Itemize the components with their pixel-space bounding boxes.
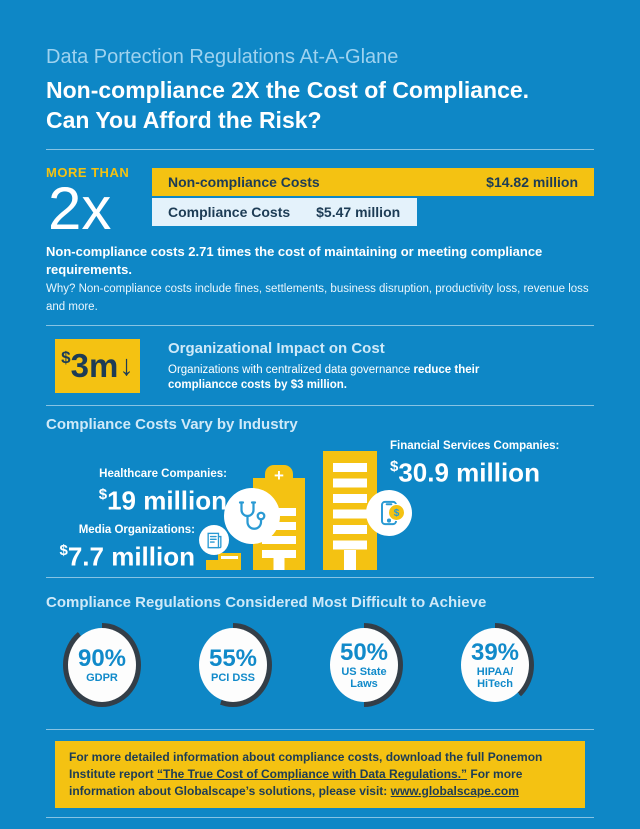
badge-currency: $ <box>61 348 71 367</box>
mobile-payment-icon: $ <box>366 490 412 536</box>
stethoscope-icon <box>224 488 280 544</box>
bar-value: $14.82 million <box>486 174 578 190</box>
pci-dss-ring: 55% PCI DSS <box>194 623 272 707</box>
cta-text: For more detailed information about comp… <box>69 749 571 800</box>
hipaa-hitech-ring: 39% HIPAA/ HiTech <box>456 623 534 707</box>
compliance-cost-bar: Compliance Costs $5.47 million <box>152 198 418 226</box>
title-line-2: Can You Afford the Risk? <box>46 107 322 133</box>
impact-body: Organizations with centralized data gove… <box>168 363 538 393</box>
currency-sign: $ <box>390 458 399 475</box>
impact-text: Organizational Impact on Cost Organizati… <box>168 339 538 393</box>
industry-chart: Healthcare Companies: $19 million Media … <box>0 435 640 577</box>
cost-bars: Non-compliance Costs $14.82 million Comp… <box>152 163 594 238</box>
percentage-value: 39% <box>470 639 520 666</box>
divider <box>46 729 594 730</box>
regulation-label-2: Laws <box>350 678 378 690</box>
building-door <box>344 550 356 570</box>
building-door <box>273 552 285 570</box>
footer: Source: Ponemon Institute and Globalscap… <box>0 818 640 829</box>
more-than-label: MORE THAN <box>46 165 130 180</box>
regulation-label: HIPAA/ <box>476 666 514 678</box>
multiplier-value: 2x <box>48 175 112 242</box>
media-building <box>218 553 241 570</box>
dollar-coin-icon: $ <box>388 504 405 521</box>
divider <box>46 817 594 818</box>
difficulty-heading: Compliance Regulations Considered Most D… <box>46 594 487 611</box>
bar-value: $5.47 million <box>316 204 401 220</box>
noncompliance-cost-bar: Non-compliance Costs $14.82 million <box>152 168 594 196</box>
divider <box>46 577 594 578</box>
percentage-rings: 90% GDPR 55% PCI DSS 50% US State <box>63 623 640 707</box>
healthcare-label: Healthcare Companies: <box>99 468 227 480</box>
amount-value: 30.9 million <box>398 457 540 488</box>
bar-label: Compliance Costs <box>168 204 291 220</box>
down-arrow-icon: ↓ <box>119 349 134 382</box>
ring-face <box>461 628 529 702</box>
bar-label: Non-compliance Costs <box>168 174 320 190</box>
healthcare-amount: $19 million <box>99 481 227 516</box>
title-line-1: Non-compliance 2X the Cost of Compliance… <box>46 77 530 103</box>
comparison-note: Non-compliance costs 2.71 times the cost… <box>46 243 594 315</box>
ring-face <box>330 628 398 702</box>
cta-box: For more detailed information about comp… <box>55 741 585 808</box>
page-title: Non-compliance 2X the Cost of Compliance… <box>46 75 594 135</box>
impact-body-regular: Organizations with centralized data gove… <box>168 364 414 376</box>
website-link[interactable]: www.globalscape.com <box>390 784 519 798</box>
comparison-note-detail: Why? Non-compliance costs include fines,… <box>46 283 589 313</box>
regulation-label: US State <box>341 666 387 678</box>
cta-text-2: For more information about Globalscape’s… <box>69 767 523 798</box>
divider <box>46 325 594 326</box>
newspaper-icon <box>199 525 229 555</box>
healthcare-stat: Healthcare Companies: $19 million <box>99 467 227 516</box>
cta-text-1: For more detailed information about comp… <box>69 750 543 781</box>
ring-face <box>68 628 136 702</box>
industry-section: Compliance Costs Vary by Industry Health… <box>0 406 640 577</box>
ring-face <box>199 628 267 702</box>
media-building-step <box>206 560 218 570</box>
percentage-value: 55% <box>208 645 258 672</box>
divider <box>46 149 594 150</box>
impact-title: Organizational Impact on Cost <box>168 340 385 357</box>
regulation-label: PCI DSS <box>210 672 255 684</box>
difficulty-section: Compliance Regulations Considered Most D… <box>0 578 640 729</box>
impact-section: $3m ↓ Organizational Impact on Cost Organ… <box>0 326 640 405</box>
financial-amount: $30.9 million <box>390 453 559 488</box>
page-kicker: Data Portection Regulations At-A-Glane <box>46 46 399 68</box>
cost-comparison-section: MORE THAN 2x Non-compliance Costs $14.82… <box>0 150 640 325</box>
us-state-laws-ring: 50% US State Laws <box>325 623 403 707</box>
regulation-label: GDPR <box>86 672 118 684</box>
impact-body-bold: reduce their compliancce costs by $3 mil… <box>168 364 480 391</box>
media-stat: Media Organizations: $7.7 million <box>60 523 196 572</box>
header: Data Portection Regulations At-A-Glane N… <box>0 0 640 149</box>
report-link[interactable]: “The True Cost of Compliance with Data R… <box>157 767 468 781</box>
financial-stat: Financial Services Companies: $30.9 mill… <box>390 439 559 488</box>
gdpr-ring: 90% GDPR <box>63 623 141 707</box>
amount-value: 7.7 million <box>67 541 195 572</box>
percentage-value: 90% <box>77 645 127 672</box>
building-windows <box>333 463 367 551</box>
percentage-value: 50% <box>339 639 389 666</box>
impact-badge: $3m ↓ <box>55 339 140 393</box>
comparison-note-bold: Non-compliance costs 2.71 times the cost… <box>46 244 543 277</box>
regulation-label-2: HiTech <box>477 678 513 690</box>
industry-heading: Compliance Costs Vary by Industry <box>46 416 298 433</box>
hospital-cross-icon: + <box>265 465 293 486</box>
currency-sign: $ <box>59 542 68 559</box>
media-label: Media Organizations: <box>78 524 195 536</box>
financial-label: Financial Services Companies: <box>390 440 560 452</box>
building-stripe <box>221 556 238 559</box>
divider <box>46 405 594 406</box>
multiplier-stat: MORE THAN 2x <box>46 163 152 242</box>
badge-amount: 3m <box>70 347 119 384</box>
currency-sign: $ <box>98 486 108 503</box>
media-amount: $7.7 million <box>60 537 196 572</box>
amount-value: 19 million <box>107 485 227 516</box>
